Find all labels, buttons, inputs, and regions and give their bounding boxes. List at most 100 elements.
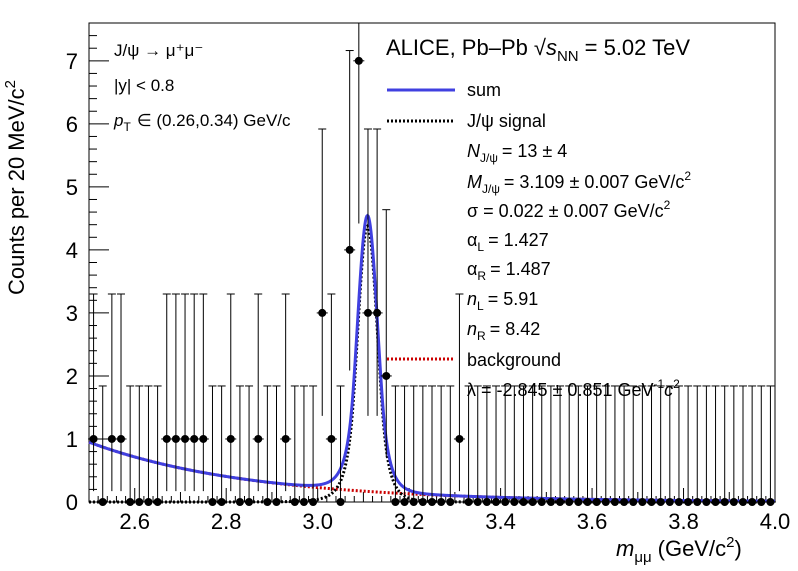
data-point bbox=[455, 434, 464, 443]
data-point bbox=[464, 498, 473, 506]
data-point bbox=[418, 498, 427, 506]
legend-sigma: σ = 0.022 ± 0.007 GeV/c2 bbox=[467, 198, 671, 221]
data-point bbox=[171, 434, 180, 443]
data-point bbox=[254, 434, 263, 443]
data-point bbox=[592, 498, 601, 506]
data-point bbox=[117, 434, 126, 443]
data-point bbox=[656, 498, 665, 506]
data-point bbox=[757, 498, 766, 506]
x-tick-label: 2.8 bbox=[211, 509, 242, 534]
data-point bbox=[135, 498, 144, 506]
data-point bbox=[181, 434, 190, 443]
data-point bbox=[153, 498, 162, 506]
decay-channel-label: J/ψ → μ⁺μ⁻ bbox=[114, 41, 203, 60]
data-point bbox=[748, 498, 757, 506]
data-point bbox=[208, 498, 217, 506]
data-point bbox=[647, 498, 656, 506]
y-axis-label-sup: 2 bbox=[2, 80, 19, 88]
data-point bbox=[409, 498, 418, 506]
x-tick-label: 3.4 bbox=[485, 509, 516, 534]
data-point bbox=[272, 498, 281, 506]
x-axis-label: mμμ (GeV/c2) bbox=[616, 534, 742, 566]
data-point bbox=[89, 434, 98, 443]
data-point bbox=[382, 371, 391, 380]
y-tick-label: 3 bbox=[66, 301, 78, 326]
y-tick-label: 1 bbox=[66, 427, 78, 452]
rapidity-label: |y| < 0.8 bbox=[114, 76, 174, 95]
data-point bbox=[693, 498, 702, 506]
data-point bbox=[528, 498, 537, 506]
legend-n-l: nL = 5.91 bbox=[467, 289, 538, 313]
data-point bbox=[537, 498, 546, 506]
data-point bbox=[482, 498, 491, 506]
data-point bbox=[702, 498, 711, 506]
data-point bbox=[309, 498, 318, 506]
y-tick-label: 4 bbox=[66, 238, 78, 263]
data-point bbox=[263, 498, 272, 506]
legend-background-label: background bbox=[467, 350, 561, 370]
data-point bbox=[327, 434, 336, 443]
legend-alpha-l: αL = 1.427 bbox=[467, 230, 549, 254]
x-tick-label: 3.6 bbox=[577, 509, 608, 534]
y-axis-label: Counts per 20 MeV/c2 bbox=[2, 80, 29, 295]
data-point bbox=[492, 498, 501, 506]
data-point bbox=[565, 498, 574, 506]
data-point bbox=[720, 498, 729, 506]
legend-n-jpsi: NJ/ψ = 13 ± 4 bbox=[467, 141, 567, 165]
y-tick-label: 0 bbox=[66, 490, 78, 515]
data-point bbox=[510, 498, 519, 506]
data-point bbox=[107, 434, 116, 443]
data-point bbox=[290, 498, 299, 506]
legend-mass: MJ/ψ = 3.109 ± 0.007 GeV/c2 bbox=[467, 169, 691, 196]
data-point bbox=[738, 498, 747, 506]
data-point bbox=[519, 498, 528, 506]
data-point bbox=[373, 308, 382, 317]
data-point bbox=[610, 498, 619, 506]
data-point bbox=[98, 498, 107, 506]
data-point bbox=[446, 498, 455, 506]
data-point bbox=[299, 498, 308, 506]
x-tick-label: 3.0 bbox=[302, 509, 333, 534]
data-points bbox=[88, 23, 776, 506]
data-point bbox=[665, 498, 674, 506]
data-point bbox=[620, 498, 629, 506]
y-tick-label: 2 bbox=[66, 364, 78, 389]
data-point bbox=[766, 498, 775, 506]
data-point bbox=[144, 498, 153, 506]
axes: 2.6 2.8 3.0 3.2 3.4 3.6 3.8 4.0 0 1 2 3 4 5 6 7 bbox=[66, 35, 790, 534]
data-point bbox=[199, 434, 208, 443]
data-point bbox=[601, 498, 610, 506]
x-tick-label: 3.2 bbox=[394, 509, 425, 534]
data-point bbox=[281, 434, 290, 443]
data-point bbox=[354, 56, 363, 65]
y-tick-label: 6 bbox=[66, 112, 78, 137]
y-tick-label: 7 bbox=[66, 49, 78, 74]
legend-lambda: λ = -2.845 ± 0.851 GeV-1c2 bbox=[467, 377, 680, 400]
data-point bbox=[428, 498, 436, 506]
data-point bbox=[400, 498, 409, 506]
data-point bbox=[684, 498, 693, 506]
data-point bbox=[437, 498, 446, 506]
data-point bbox=[501, 498, 510, 506]
y-tick-label: 5 bbox=[66, 175, 78, 200]
data-point bbox=[190, 434, 199, 443]
legend-signal-label: J/ψ signal bbox=[467, 111, 546, 131]
chart-title: ALICE, Pb–Pb √sNN = 5.02 TeV bbox=[386, 35, 690, 65]
legend-alpha-r: αR = 1.487 bbox=[467, 259, 551, 283]
data-point bbox=[556, 498, 565, 506]
data-point bbox=[336, 498, 345, 506]
data-point bbox=[345, 245, 354, 254]
x-tick-label: 3.8 bbox=[668, 509, 699, 534]
data-point bbox=[629, 498, 638, 506]
data-point bbox=[473, 498, 482, 506]
data-point bbox=[162, 434, 171, 443]
data-point bbox=[126, 498, 135, 506]
data-point bbox=[363, 308, 372, 317]
legend-sum-label: sum bbox=[467, 80, 501, 100]
data-point bbox=[546, 498, 555, 506]
data-point bbox=[235, 498, 244, 506]
legend-n-r: nR = 8.42 bbox=[467, 319, 540, 343]
pt-range-label: pT ∈ (0.26,0.34) GeV/c bbox=[113, 111, 291, 134]
data-point bbox=[674, 498, 683, 506]
